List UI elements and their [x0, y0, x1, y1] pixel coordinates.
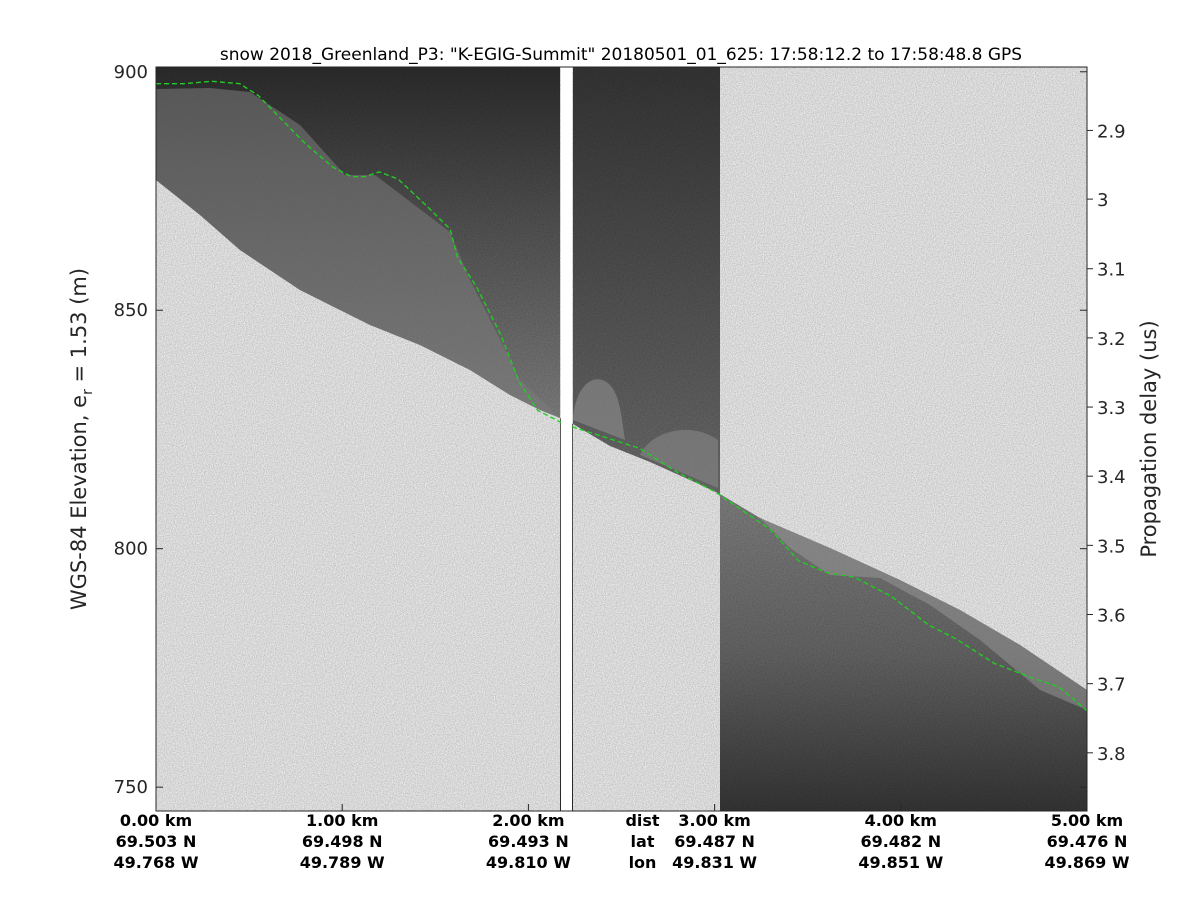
y2-tick-label: 2.9 — [1097, 121, 1126, 142]
x-axis-lon-legend: lon — [629, 853, 657, 872]
y2-tick-label: 3.1 — [1097, 260, 1126, 281]
x-tick-lat-label: 69.482 N — [860, 832, 941, 851]
y2-tick-label: 3.8 — [1097, 744, 1126, 765]
mound-feature — [573, 379, 625, 440]
y-tick-label: 800 — [114, 539, 148, 560]
surface-trace-line — [156, 80, 1087, 712]
data-gap — [561, 67, 572, 811]
echogram-image — [156, 67, 1087, 811]
x-tick-dist-label: 3.00 km — [678, 811, 750, 830]
y2-tick-label: 3.6 — [1097, 606, 1126, 627]
x-axis-dist-legend: dist — [625, 811, 659, 830]
surface-band-left — [156, 88, 560, 418]
mound-feature-2 — [640, 429, 718, 488]
y2-tick-label: 3.4 — [1097, 467, 1126, 488]
x-tick-lat-label: 69.498 N — [302, 832, 383, 851]
y2-tick-label: 3.3 — [1097, 398, 1126, 419]
y-tick-label: 850 — [114, 300, 148, 321]
x-tick-dist-label: 1.00 km — [306, 811, 378, 830]
y2-axis-label: Propagation delay (us) — [1137, 320, 1161, 557]
right-y-axis: 2.9 3 3.1 3.2 3.3 3.4 3.5 3.6 3.7 3.8 — [1087, 121, 1126, 765]
x-axis-lat-legend: lat — [631, 832, 655, 851]
x-axis: 0.00 km 69.503 N 49.768 W 1.00 km 69.498 N 49… — [114, 804, 1130, 872]
x-tick-lat-label: 69.493 N — [488, 832, 569, 851]
x-tick-lon-label: 49.789 W — [300, 853, 385, 872]
x-tick-lat-label: 69.476 N — [1047, 832, 1128, 851]
x-tick-dist-label: 0.00 km — [120, 811, 192, 830]
y-axis-label: WGS-84 Elevation, er = 1.53 (m) — [67, 268, 96, 610]
x-tick-lon-label: 49.869 W — [1045, 853, 1130, 872]
plot-frame — [155, 66, 1088, 812]
left-y-axis: 750 800 850 900 — [114, 62, 1087, 798]
x-tick-dist-label: 5.00 km — [1051, 811, 1123, 830]
y-tick-label: 750 — [114, 777, 148, 798]
y2-tick-label: 3.7 — [1097, 675, 1126, 696]
surface-band-right — [720, 494, 1087, 710]
x-tick-lat-label: 69.487 N — [674, 832, 755, 851]
y2-tick-label: 3 — [1097, 190, 1108, 211]
x-tick-dist-label: 2.00 km — [492, 811, 564, 830]
y2-tick-label: 3.2 — [1097, 329, 1126, 350]
y2-tick-label: 3.5 — [1097, 536, 1126, 557]
x-tick-lon-label: 49.768 W — [114, 853, 199, 872]
y-tick-label: 900 — [114, 62, 148, 83]
chart-title: snow 2018_Greenland_P3: "K-EGIG-Summit" … — [220, 45, 1022, 65]
x-tick-lon-label: 49.831 W — [672, 853, 757, 872]
x-tick-dist-label: 4.00 km — [865, 811, 937, 830]
x-tick-lon-label: 49.810 W — [486, 853, 571, 872]
x-tick-lat-label: 69.503 N — [116, 832, 197, 851]
x-tick-lon-label: 49.851 W — [858, 853, 943, 872]
